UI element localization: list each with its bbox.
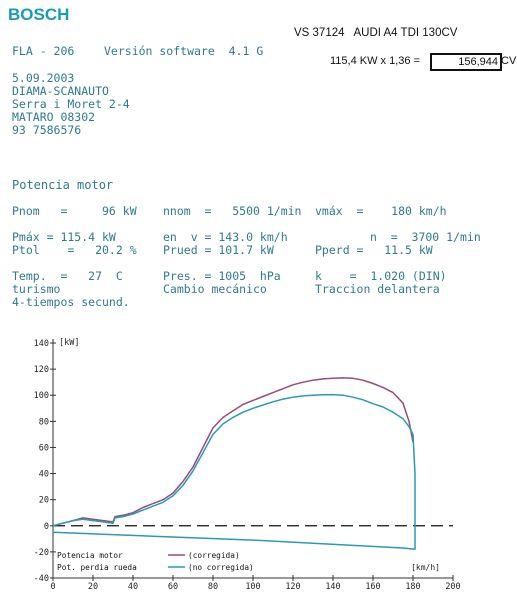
y-axis-label: [kW] [59,338,79,348]
result-cell: Traccion delantera [315,282,440,296]
result-cell: Prued = 101.7 kW [163,243,274,257]
y-tick-label: -20 [34,548,49,558]
result-cell: Ptol = 20.2 % [12,243,137,257]
result-cell: Pres. = 1005 hPa [163,269,281,283]
series-line [52,377,414,527]
legend-description: (no corregida) [188,563,254,572]
x-tick-label: 80 [208,582,218,592]
y-tick-label: 120 [34,365,49,375]
x-tick-label: 0 [50,582,55,592]
x-axis-label: [km/h] [411,563,440,572]
result-cell: Pperd = 11.5 kW [315,243,433,257]
result-cell: k = 1.020 (DIN) [315,269,447,283]
client-street: Serra i Moret 2-4 [12,97,130,111]
y-tick-label: 40 [39,470,49,480]
y-tick-label: 0 [44,522,49,532]
series-line [52,393,416,551]
x-tick-label: 60 [168,582,178,592]
result-cell: Temp. = 27 C [12,269,123,283]
result-cell: Cambio mecánico [163,282,267,296]
y-tick-label: 80 [39,417,49,427]
y-tick-label: 60 [39,443,49,453]
power-cv-unit: CV [501,55,517,67]
x-tick-label: 140 [325,582,340,592]
vehicle-id: VS 37124 AUDI A4 TDI 130CV [294,27,458,39]
x-tick-label: 40 [128,582,138,592]
x-tick-label: 20 [88,582,98,592]
x-tick-label: 100 [245,582,260,592]
test-date: 5.09.2003 [12,71,75,85]
result-cell: vmáx = 180 km/h [315,204,447,218]
y-tick-label: 140 [34,339,49,349]
result-cell: Pnom = 96 kW [12,204,137,218]
y-tick-label: -40 [34,574,49,584]
result-cell: en v = 143.0 km/h [163,230,288,244]
client-name: DIAMA-SCANAUTO [12,84,109,98]
software-version: Versión software 4.1 G [104,44,264,58]
result-cell: 4-tiempos secund. [12,295,130,309]
result-cell: turismo [12,282,61,296]
result-cell: nnom = 5500 1/min [163,204,302,218]
client-phone: 93 7586576 [12,123,82,137]
brand-logo: BOSCH [8,5,70,24]
x-tick-label: 160 [365,582,380,592]
power-cv-result: 156,944 [430,53,502,71]
y-tick-label: 100 [34,391,49,401]
section-title: Potencia motor [12,178,114,192]
x-tick-label: 200 [445,582,460,592]
x-tick-label: 180 [405,582,420,592]
legend-description: (corregida) [188,551,240,560]
fla-code: FLA - 206 [12,44,75,58]
result-cell: Pmáx = 115.4 kW [12,230,116,244]
x-tick-label: 120 [285,582,300,592]
legend-label: Potencia motor [57,551,123,560]
legend-label: Pot. perdia rueda [57,563,137,572]
y-tick-label: 20 [39,496,49,506]
power-conversion-expression: 115,4 KW x 1,36 = [330,55,420,67]
client-city: MATARO 08302 [12,110,96,124]
result-cell: n = 3700 1/min [370,230,481,244]
